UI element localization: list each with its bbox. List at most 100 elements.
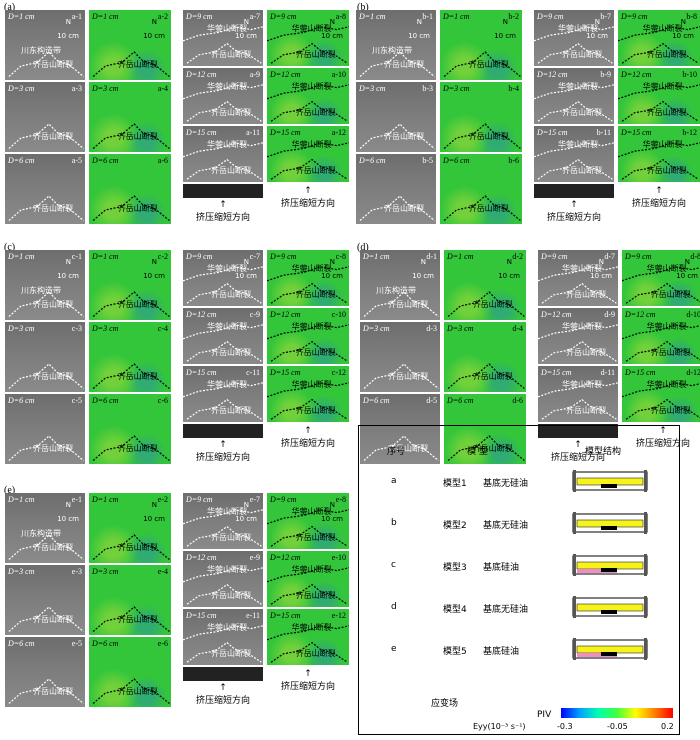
panel-id: c-12	[331, 368, 346, 377]
huaying-fault-label: 华蓥山断裂	[291, 623, 332, 633]
huaying-fault-label: 华蓥山断裂	[642, 140, 683, 150]
base-plate	[534, 184, 614, 198]
depth-label: D=15 cm	[621, 128, 652, 137]
depth-label: D=15 cm	[186, 368, 217, 377]
huaying-fault-label: 华蓥山断裂	[646, 264, 687, 274]
north-arrow: N	[329, 258, 335, 266]
qiyue-fault-trace	[447, 363, 525, 389]
depth-label: D=15 cm	[270, 128, 301, 137]
experiment-photo: D=9 cm a-7 齐岳山断裂 华蓥山断裂 10 cm N	[183, 10, 263, 66]
piv-strain-map: D=3 cm d-4 齐岳山断裂	[444, 322, 526, 392]
qiyue-fault-trace	[186, 525, 262, 547]
experiment-photo: D=1 cm d-1 齐岳山断裂 川东构造带 10 cm N	[360, 250, 440, 320]
panel-id: b-2	[508, 12, 519, 21]
depth-label: D=15 cm	[186, 611, 217, 620]
huaying-fault-label: 华蓥山断裂	[207, 322, 247, 332]
depth-label: D=1 cm	[92, 12, 119, 21]
piv-strain-map: D=15 cm a-12 齐岳山断裂 华蓥山断裂	[267, 126, 349, 182]
up-arrow-icon: ↑	[219, 683, 227, 693]
experiment-photo: D=6 cm b-5 齐岳山断裂	[356, 154, 436, 224]
piv-strain-map: D=15 cm e-12 齐岳山断裂 华蓥山断裂	[267, 609, 349, 665]
scale-bar: 10 cm	[235, 515, 257, 523]
scale-bar: 10 cm	[672, 32, 694, 40]
qiyue-fault-label: 齐岳山断裂	[388, 372, 428, 381]
panel-id: e-12	[331, 611, 346, 620]
north-arrow: N	[598, 258, 604, 266]
panel-id: e-8	[335, 495, 346, 504]
huaying-fault-trace	[183, 26, 263, 42]
qiyue-fault-label: 齐岳山断裂	[211, 533, 251, 543]
panel-id: a-1	[71, 12, 82, 21]
huaying-fault-trace	[534, 142, 614, 158]
compression-direction: ↑ 挤压缩短方向	[534, 200, 614, 223]
depth-label: D=12 cm	[270, 553, 301, 562]
qiyue-fault-trace	[270, 42, 348, 64]
depth-label: D=3 cm	[92, 84, 119, 93]
legend-seq: a	[391, 476, 397, 486]
qiyue-fault-trace	[92, 195, 170, 221]
qiyue-fault-label: 齐岳山断裂	[472, 444, 513, 453]
piv-strain-map: D=15 cm c-12 齐岳山断裂 华蓥山断裂	[267, 366, 349, 422]
piv-strain-map: D=3 cm c-4 齐岳山断裂	[89, 322, 171, 392]
qiyue-fault-trace	[625, 398, 700, 420]
qiyue-fault-trace	[270, 158, 348, 180]
huaying-fault-trace	[183, 625, 263, 641]
compression-direction: ↑ 挤压缩短方向	[267, 669, 349, 692]
experiment-photo: D=15 cm a-11 齐岳山断裂 华蓥山断裂	[183, 126, 263, 182]
experiment-photo: D=1 cm b-1 齐岳山断裂 川东构造带 10 cm N	[356, 10, 436, 80]
qiyue-fault-trace	[447, 435, 525, 461]
huaying-fault-trace	[267, 382, 349, 398]
huaying-fault-label: 华蓥山断裂	[558, 24, 598, 34]
panel-id: c-11	[246, 368, 260, 377]
legend-seq: b	[391, 518, 397, 528]
huaying-fault-label: 华蓥山断裂	[207, 380, 247, 390]
qiyue-fault-label: 齐岳山断裂	[211, 166, 251, 176]
experiment-photo: D=15 cm d-11 齐岳山断裂 华蓥山断裂	[538, 366, 618, 422]
qiyue-fault-label: 齐岳山断裂	[33, 132, 73, 141]
huaying-fault-trace	[267, 509, 349, 525]
panel-id: a-2	[157, 12, 168, 21]
qiyue-fault-label: 齐岳山断裂	[117, 372, 158, 381]
qiyue-fault-trace	[270, 282, 348, 304]
piv-strain-map: D=3 cm e-4 齐岳山断裂	[89, 565, 171, 635]
panel-id: e-2	[157, 495, 168, 504]
panel-id: b-9	[600, 70, 611, 79]
huaying-fault-trace	[267, 324, 349, 340]
depth-label: D=6 cm	[447, 396, 474, 405]
depth-label: D=12 cm	[270, 310, 301, 319]
panel-id: a-10	[331, 70, 346, 79]
piv-strain-map: D=15 cm b-12 齐岳山断裂 华蓥山断裂	[618, 126, 700, 182]
depth-label: D=15 cm	[541, 368, 572, 377]
scale-bar: 10 cm	[321, 272, 343, 280]
huaying-fault-label: 华蓥山断裂	[207, 264, 247, 274]
piv-strain-map: D=1 cm d-2 齐岳山断裂 10 cm N	[444, 250, 526, 320]
model-structure-diagram	[571, 554, 649, 576]
qiyue-fault-label: 齐岳山断裂	[646, 108, 687, 118]
compression-direction: ↑ 挤压缩短方向	[622, 426, 700, 449]
panel-id: b-6	[508, 156, 519, 165]
huaying-fault-trace	[618, 84, 700, 100]
scale-bar: 10 cm	[57, 272, 79, 280]
qiyue-fault-label: 齐岳山断裂	[117, 204, 158, 213]
panel-id: c-8	[335, 252, 346, 261]
north-arrow: N	[684, 258, 690, 266]
huaying-fault-trace	[622, 266, 700, 282]
scale-bar: 10 cm	[57, 32, 79, 40]
qiyue-fault-trace	[363, 435, 439, 461]
qiyue-fault-label: 齐岳山断裂	[295, 591, 336, 601]
experiment-photo: D=15 cm e-11 齐岳山断裂 华蓥山断裂	[183, 609, 263, 665]
piv-strain-map: D=12 cm b-10 齐岳山断裂 华蓥山断裂	[618, 68, 700, 124]
qiyue-fault-trace	[625, 282, 700, 304]
huaying-fault-label: 华蓥山断裂	[291, 140, 332, 150]
qiyue-fault-label: 齐岳山断裂	[33, 543, 73, 552]
panel-id: c-7	[249, 252, 260, 261]
panel-id: b-1	[422, 12, 433, 21]
qiyue-fault-trace	[270, 100, 348, 122]
compression-direction: ↑ 挤压缩短方向	[618, 186, 700, 209]
legend-model-name: 模型4	[443, 605, 467, 615]
depth-label: D=3 cm	[359, 84, 386, 93]
up-arrow-icon: ↑	[304, 426, 312, 436]
depth-label: D=15 cm	[625, 368, 656, 377]
piv-strain-map: D=3 cm a-4 齐岳山断裂	[89, 82, 171, 152]
qiyue-fault-label: 齐岳山断裂	[388, 444, 428, 453]
